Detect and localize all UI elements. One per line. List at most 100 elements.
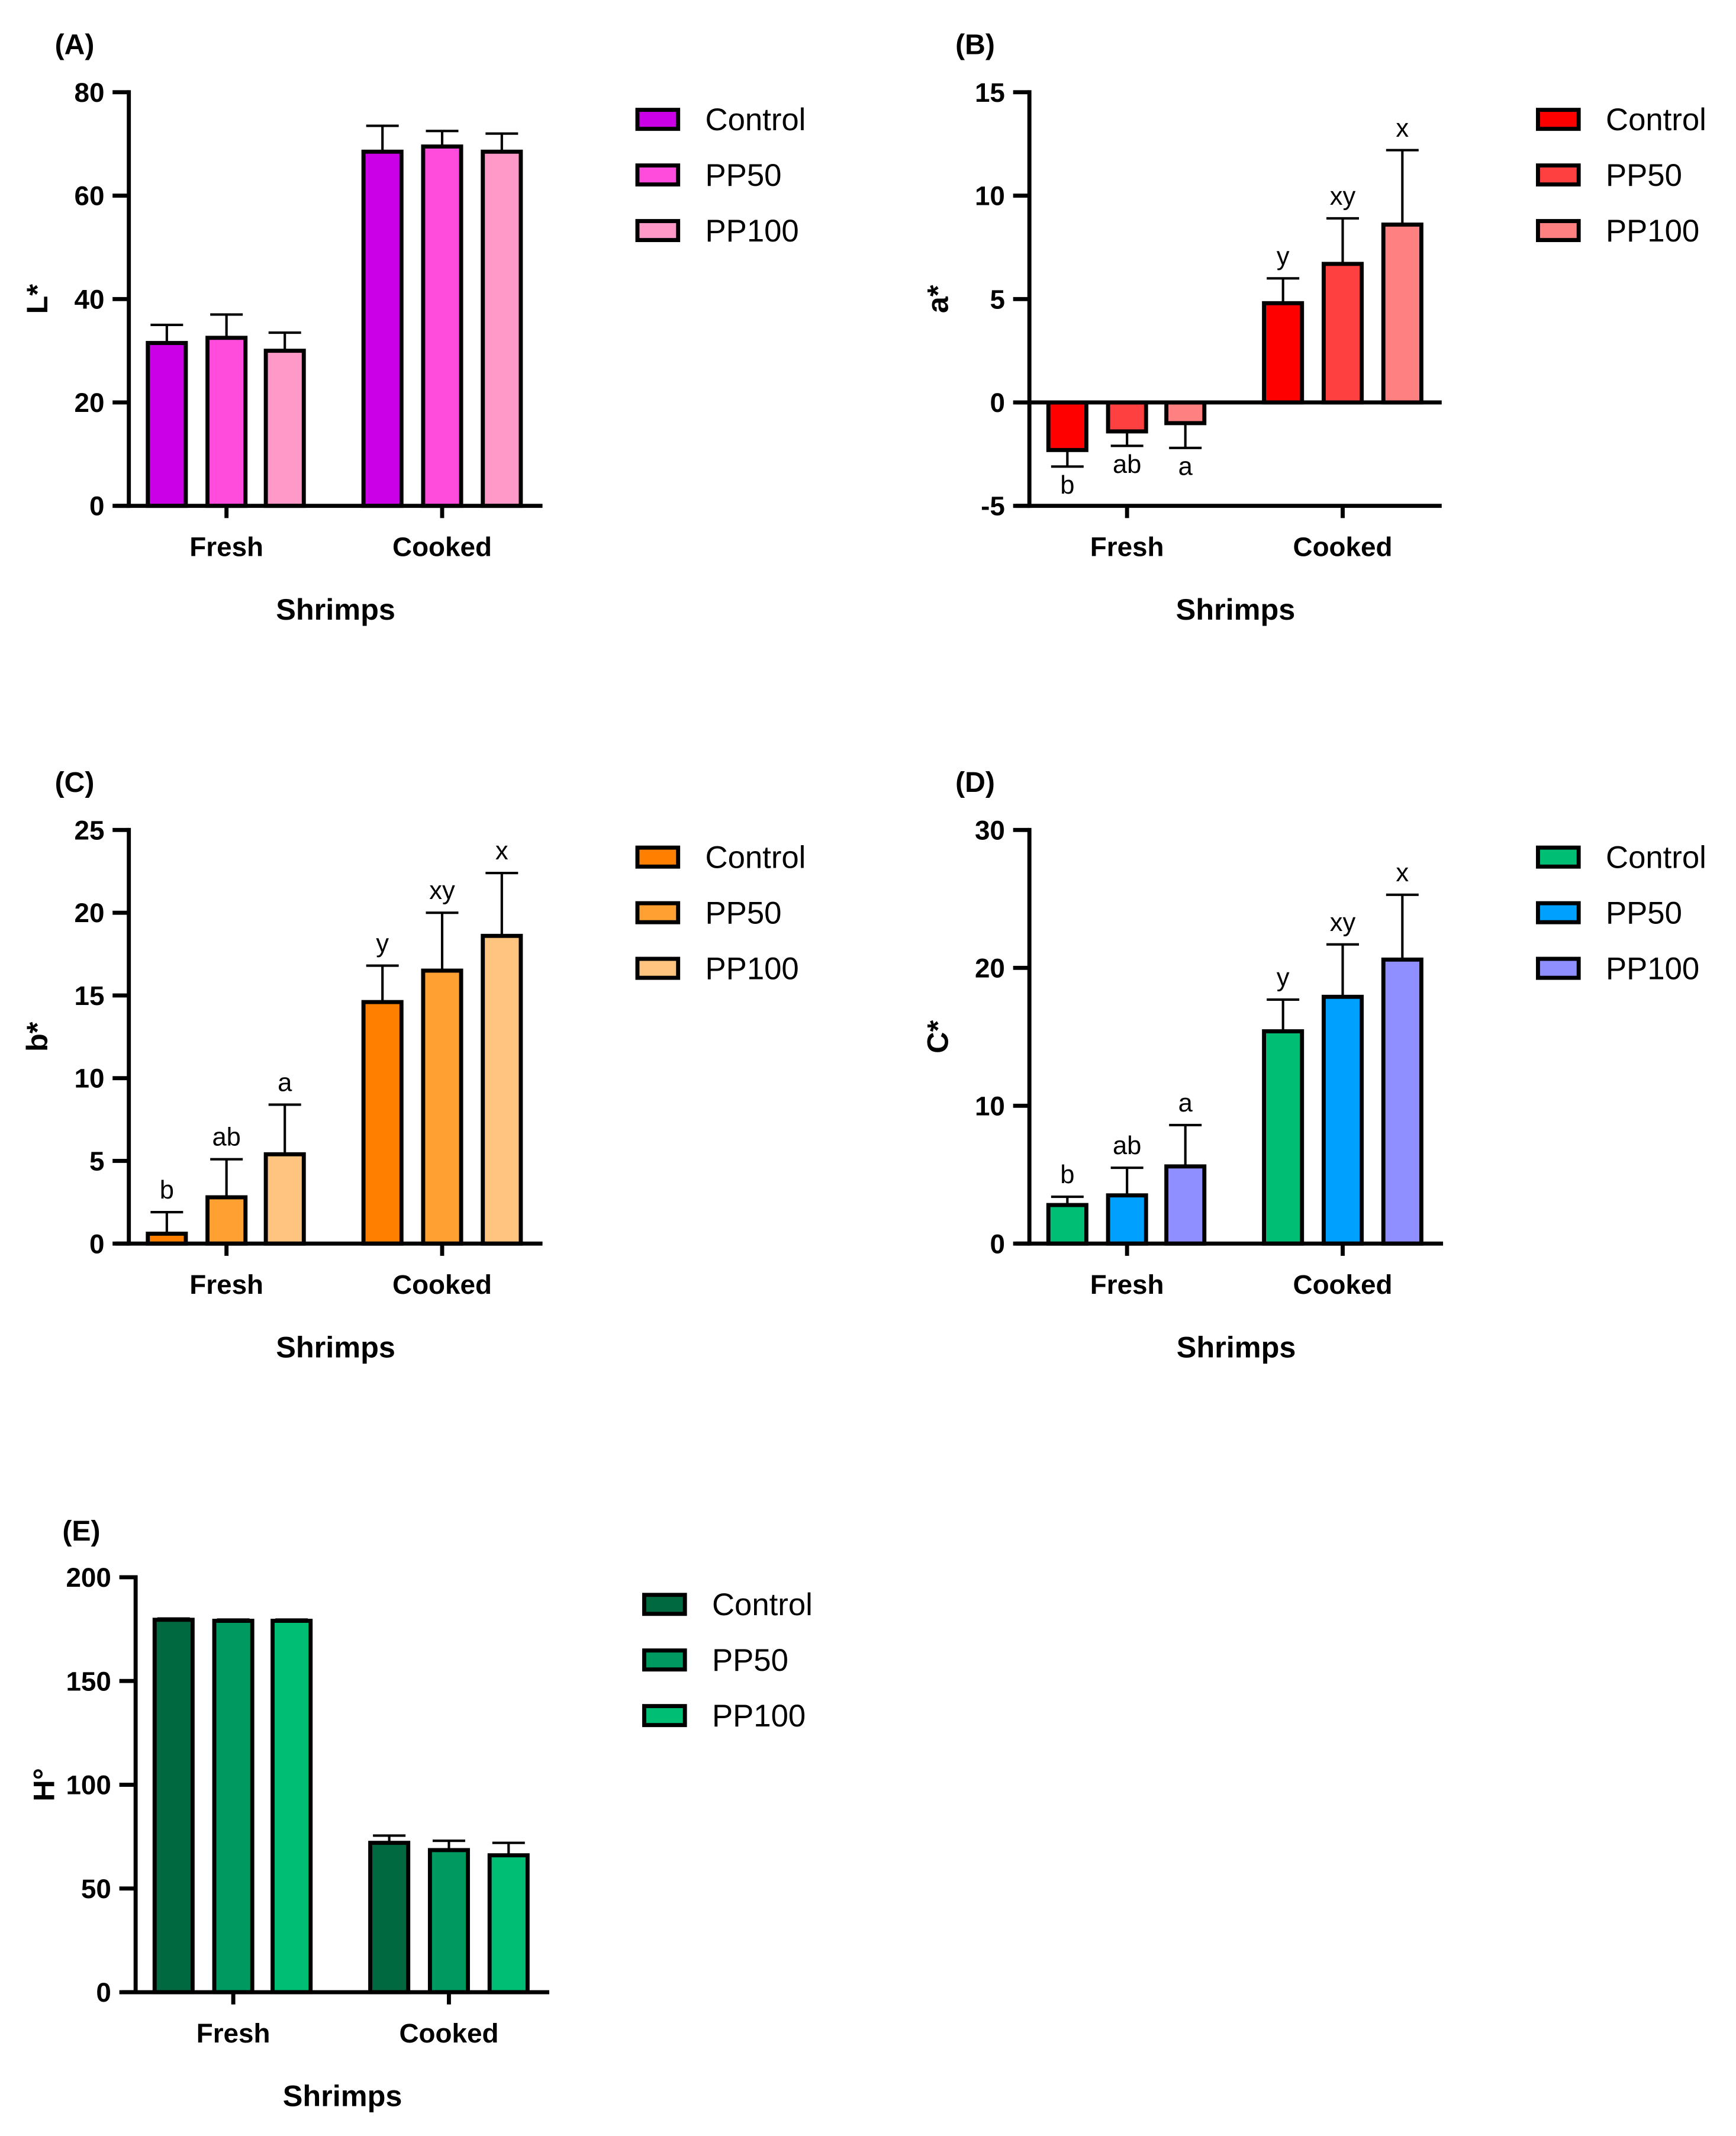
bar-control-fresh (1046, 400, 1088, 452)
bar-control-cooked (361, 1000, 404, 1246)
bar-control-fresh (146, 341, 188, 508)
x-tick-label: Cooked (1293, 531, 1392, 562)
bar-pp50-cooked (1321, 262, 1364, 405)
panel-b: (B) a* b y ab xy a x -5 0 5 10 15 Fresh Cooked Shrimps C… (921, 29, 1706, 627)
legend-swatch (1536, 845, 1581, 869)
y-axis-label: b* (20, 1022, 54, 1052)
legend-label: Control (1606, 840, 1706, 875)
y-tick-label: 10 (74, 1064, 104, 1094)
y-tick-label: 60 (74, 181, 104, 211)
legend-label: PP50 (706, 158, 782, 193)
panel-label: (C) (55, 766, 95, 798)
y-tick-label: 20 (975, 953, 1005, 983)
significance-letter: x (1396, 859, 1409, 887)
significance-letter: y (1277, 242, 1290, 270)
y-tick-label: 10 (975, 1091, 1005, 1121)
significance-letter: b (160, 1176, 174, 1204)
bar-pp50-cooked (1321, 994, 1364, 1246)
panel-label: (E) (62, 1515, 100, 1547)
significance-letter: y (1277, 964, 1290, 992)
legend-swatch (635, 956, 681, 980)
bar-pp50-cooked (427, 1848, 470, 1995)
x-tick-label: Cooked (392, 531, 492, 562)
y-axis-label: a* (921, 285, 955, 313)
y-tick-label: 80 (74, 78, 104, 108)
bar-pp100-cooked (487, 1853, 530, 1995)
legend-swatch (635, 163, 681, 187)
bar-pp50-fresh (1106, 400, 1148, 434)
y-axis-label: C* (921, 1020, 955, 1053)
legend-label: PP50 (706, 895, 782, 930)
legend-swatch (1536, 956, 1581, 980)
y-tick-label: 40 (74, 284, 104, 314)
y-tick-label: 200 (66, 1562, 111, 1593)
bar-pp50-fresh (212, 1619, 255, 1995)
bar-pp100-fresh (270, 1619, 313, 1995)
y-tick-label: 25 (74, 815, 104, 845)
x-tick-label: Fresh (1090, 1270, 1164, 1300)
bar-pp50-fresh (205, 1195, 248, 1246)
y-axis-label: H° (27, 1768, 61, 1802)
bar-pp100-fresh (1164, 1164, 1207, 1246)
legend-label: Control (1606, 102, 1706, 137)
panel-a: (A) L* 0 20 40 60 80 Fresh Cooked Shrimps Control P… (20, 29, 806, 627)
bar-pp100-cooked (481, 149, 523, 508)
legend: Control PP50 PP100 (1536, 102, 1706, 249)
y-tick-label: 15 (74, 981, 104, 1011)
legend-label: PP100 (712, 1699, 806, 1734)
y-tick-label: 50 (81, 1874, 111, 1904)
legend: Control PP50 PP100 (635, 102, 806, 249)
bar-control-cooked (361, 149, 404, 508)
legend-swatch (1536, 163, 1581, 187)
bar-pp50-cooked (421, 144, 463, 508)
significance-letter: xy (1330, 182, 1356, 211)
legend-label: PP100 (706, 214, 799, 249)
panel-label: (A) (55, 29, 95, 61)
significance-letter: x (1396, 114, 1409, 143)
x-axis-label: Shrimps (283, 2079, 402, 2113)
bar-pp100-fresh (263, 1152, 306, 1246)
panel-label: (D) (955, 766, 995, 798)
bar-control-cooked (368, 1841, 411, 1995)
legend: Control PP50 PP100 (642, 1587, 813, 1734)
legend-label: PP50 (712, 1643, 788, 1678)
y-tick-label: 0 (89, 491, 104, 521)
significance-letter: b (1060, 1161, 1074, 1189)
x-tick-label: Fresh (197, 2018, 270, 2048)
bar-pp100-cooked (481, 933, 523, 1246)
x-axis-label: Shrimps (276, 592, 395, 626)
significance-letter: ab (1113, 1132, 1141, 1160)
legend-label: PP50 (1606, 895, 1682, 930)
y-axis-label: L* (20, 284, 54, 314)
significance-letter: a (1178, 1089, 1193, 1117)
bar-pp50-fresh (205, 336, 248, 508)
significance-letter: b (1060, 471, 1074, 500)
significance-letter: y (376, 930, 389, 958)
y-tick-label: 10 (975, 181, 1005, 211)
x-axis-label: Shrimps (1177, 1330, 1296, 1364)
y-tick-label: 5 (89, 1146, 104, 1177)
y-tick-label: 20 (74, 898, 104, 928)
bar-pp50-cooked (421, 968, 463, 1246)
panel-e: (E) H° 0 50 100 150 200 Fresh Cooked Shrimps Contr… (27, 1515, 813, 2113)
y-tick-label: 20 (74, 388, 104, 418)
bar-control-cooked (1262, 301, 1305, 405)
bar-pp100-fresh (1164, 400, 1207, 426)
bar-control-fresh (152, 1618, 195, 1995)
legend-label: Control (706, 102, 806, 137)
legend-label: PP100 (1606, 951, 1699, 986)
significance-letter: a (1178, 453, 1193, 481)
legend-swatch (642, 1648, 687, 1672)
y-tick-label: 5 (990, 284, 1004, 314)
panel-label: (B) (955, 29, 995, 61)
panel-d: (D) C* b y ab xy a x 0 10 20 30 Fresh Cooked Shrimps Co… (921, 766, 1706, 1364)
bar-pp100-cooked (1381, 957, 1423, 1246)
legend: Control PP50 PP100 (1536, 840, 1706, 986)
significance-letter: xy (1330, 908, 1356, 937)
significance-letter: ab (1113, 450, 1141, 479)
y-tick-label: 150 (66, 1666, 111, 1696)
bar-control-cooked (1262, 1029, 1305, 1246)
x-tick-label: Fresh (1090, 531, 1164, 562)
y-tick-label: -5 (981, 491, 1005, 521)
y-tick-label: 0 (96, 1977, 111, 2008)
